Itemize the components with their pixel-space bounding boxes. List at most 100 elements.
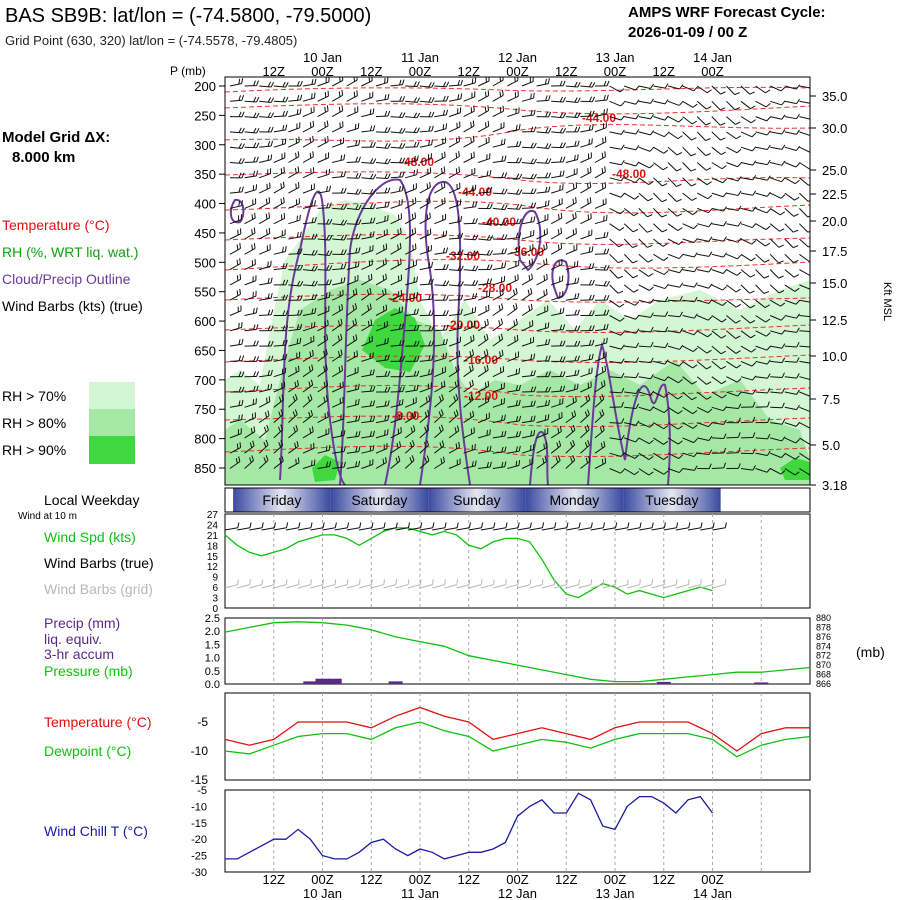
- barb-staff: [375, 309, 387, 316]
- barb-staff: [419, 217, 431, 225]
- barb-staff: [390, 294, 402, 301]
- barb-feather: [796, 357, 800, 363]
- barb-staff: [638, 192, 649, 202]
- rh80-swatch: [89, 409, 135, 436]
- barb-feather: [606, 214, 608, 221]
- barb-staff: [682, 116, 693, 125]
- barb-feather: [486, 154, 488, 160]
- barb-feather: [485, 77, 487, 83]
- barb-feather: [310, 522, 313, 528]
- barb-staff: [580, 157, 592, 163]
- barb-staff: [536, 146, 549, 149]
- barb-staff: [229, 343, 242, 347]
- wind-barb: [273, 124, 288, 133]
- wind-barb: [653, 146, 669, 154]
- wind-barb: [302, 78, 317, 87]
- wind-barb: [594, 294, 610, 301]
- barb-feather: [533, 158, 537, 164]
- barb-staff: [288, 356, 300, 362]
- barb-feather: [384, 338, 386, 345]
- barb-feather: [460, 232, 464, 239]
- barb-feather: [280, 424, 284, 430]
- barb-feather: [796, 313, 800, 319]
- barb-feather: [586, 424, 590, 430]
- barb-staff: [244, 217, 256, 225]
- wind-barb: [346, 460, 361, 469]
- barb-feather: [237, 522, 240, 528]
- wind-barb: [288, 294, 303, 301]
- wind-barb: [784, 284, 800, 292]
- barb-feather: [369, 416, 373, 422]
- barb-feather: [502, 89, 504, 96]
- wind-barb: [317, 428, 330, 439]
- barb-feather: [518, 431, 522, 437]
- barb-feather: [677, 425, 683, 430]
- wind-barb: [536, 172, 552, 179]
- barb-feather: [750, 320, 756, 324]
- barb-feather: [559, 308, 562, 314]
- barb-staff: [229, 419, 242, 424]
- barb-staff: [317, 400, 328, 408]
- barb-feather: [500, 276, 503, 283]
- barb-feather: [544, 323, 547, 329]
- barb-staff: [317, 324, 329, 332]
- barb-feather: [707, 333, 713, 338]
- barb-feather: [313, 459, 316, 465]
- barb-feather: [712, 579, 715, 585]
- wind-barb: [696, 131, 711, 141]
- wind-barb: [463, 379, 474, 393]
- barb-feather: [708, 449, 713, 455]
- wind-barb: [638, 83, 654, 89]
- barb-feather: [255, 184, 258, 190]
- barb-feather: [455, 137, 458, 143]
- barb-staff: [566, 527, 580, 531]
- pressure-label: Pressure (mb): [44, 663, 133, 679]
- barb-staff: [478, 450, 491, 454]
- barb-feather: [296, 109, 299, 115]
- barb-feather: [454, 381, 457, 387]
- wind-barb: [273, 197, 285, 209]
- barb-staff: [682, 192, 693, 201]
- barb-feather: [588, 279, 592, 286]
- barb-feather: [342, 396, 344, 403]
- wind-barb: [390, 413, 403, 424]
- barb-feather: [396, 442, 399, 449]
- barb-feather: [562, 385, 566, 392]
- barb-staff: [273, 444, 284, 454]
- temperature-contours: [225, 86, 810, 458]
- barb-feather: [486, 234, 491, 241]
- wind-barb-true: [298, 522, 313, 531]
- barb-feather: [431, 278, 434, 285]
- barb-feather: [486, 462, 489, 468]
- wind-barb: [229, 158, 245, 164]
- wind-barb: [565, 212, 577, 225]
- barb-feather: [639, 522, 642, 528]
- wind-barb-true: [371, 522, 386, 531]
- wind-barb-grid: [371, 579, 385, 589]
- wind-barb: [565, 244, 578, 255]
- barb-feather: [340, 187, 344, 194]
- barb-feather: [752, 389, 757, 395]
- barb-staff: [288, 253, 301, 255]
- barb-feather: [470, 428, 473, 435]
- barb-feather: [562, 307, 565, 314]
- wind-barb: [332, 277, 346, 286]
- wind-barb: [580, 325, 595, 332]
- wind-barb: [609, 387, 625, 394]
- barb-feather: [723, 220, 727, 227]
- wind-barb: [361, 319, 373, 332]
- wind-barb-grid: [273, 579, 288, 589]
- contour-label: -44.00: [458, 185, 492, 199]
- barb-staff: [551, 161, 564, 163]
- barb-feather: [444, 197, 446, 204]
- barb-feather: [484, 91, 487, 98]
- barb-feather: [489, 186, 493, 193]
- cloud-outline: [587, 341, 671, 485]
- wind-barb: [463, 250, 479, 257]
- barb-feather: [765, 332, 771, 337]
- barb-feather: [445, 247, 449, 253]
- barb-staff: [288, 342, 301, 347]
- barb-staff: [434, 429, 444, 439]
- barb-staff: [346, 323, 357, 332]
- wind-barb: [404, 227, 417, 240]
